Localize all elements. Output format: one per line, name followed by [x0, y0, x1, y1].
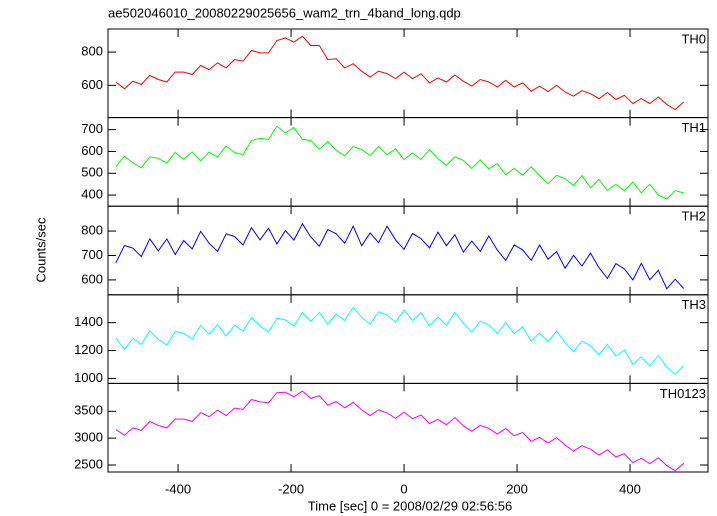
- panel-frame: [107, 382, 709, 473]
- panel-frame: [107, 205, 709, 296]
- x-tick-label: 400: [619, 481, 641, 496]
- y-tick-label: 1400: [74, 314, 103, 329]
- y-tick-label: 3500: [74, 403, 103, 418]
- panel-frame: [107, 28, 709, 119]
- x-tick-label: -400: [165, 481, 191, 496]
- panel-label: TH0: [681, 31, 706, 46]
- y-tick-label: 1200: [74, 342, 103, 357]
- series-line: [115, 35, 685, 111]
- y-tick-label: 3000: [74, 430, 103, 445]
- series-line: [115, 390, 685, 472]
- x-tick-label: 200: [506, 481, 528, 496]
- y-tick-label: 2500: [74, 456, 103, 471]
- panel-label: TH0123: [660, 386, 706, 401]
- y-tick-label: 1000: [74, 370, 103, 385]
- panel-frame: [107, 294, 709, 384]
- panel-frame: [107, 117, 709, 207]
- x-tick-label: -200: [278, 481, 304, 496]
- panel-label: TH3: [681, 297, 706, 312]
- y-tick-label: 600: [81, 271, 103, 286]
- y-tick-label: 700: [81, 247, 103, 262]
- y-tick-label: 800: [81, 223, 103, 238]
- panel-label: TH2: [681, 209, 706, 224]
- y-tick-label: 400: [81, 187, 103, 202]
- series-line: [115, 125, 684, 200]
- y-tick-label: 500: [81, 165, 103, 180]
- y-axis-label: Counts/sec: [33, 217, 48, 283]
- y-tick-label: 800: [81, 44, 103, 59]
- series-line: [115, 306, 685, 375]
- y-tick-label: 600: [81, 143, 103, 158]
- y-tick-label: 700: [81, 121, 103, 136]
- chart-title: ae502046010_20080229025656_wam2_trn_4ban…: [108, 5, 461, 20]
- x-tick-label: 0: [400, 481, 407, 496]
- series-line: [115, 222, 685, 290]
- panel-label: TH1: [681, 120, 706, 135]
- x-axis-label: Time [sec] 0 = 2008/02/29 02:56:56: [308, 498, 512, 513]
- y-tick-label: 600: [81, 77, 103, 92]
